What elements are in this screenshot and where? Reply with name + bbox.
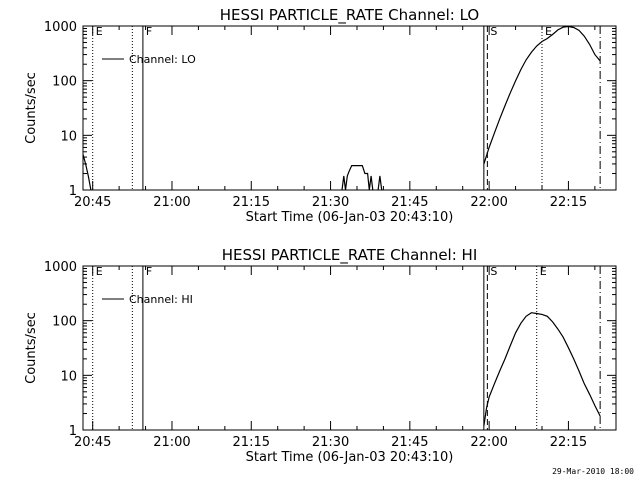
event-marker-label: E [96, 265, 103, 278]
plot-timestamp: 29-Mar-2010 18:00 [552, 467, 634, 476]
event-marker-label: F [146, 265, 152, 278]
x-tick-label: 20:45 [74, 195, 111, 210]
series-line [83, 154, 92, 190]
x-tick-label: 22:15 [550, 195, 587, 210]
y-tick-label: 10 [60, 129, 77, 144]
event-marker-label: E [96, 25, 103, 38]
event-marker-label: E [540, 265, 547, 278]
x-tick-label: 21:00 [153, 195, 190, 210]
x-tick-label: 21:45 [391, 195, 428, 210]
y-tick-label: 100 [52, 75, 77, 90]
x-tick-label: 21:15 [233, 435, 270, 450]
chart-title: HESSI PARTICLE_RATE Channel: LO [220, 6, 479, 25]
x-tick-label: 21:30 [312, 435, 349, 450]
y-axis-label: Counts/sec [24, 72, 39, 144]
x-axis-label: Start Time (06-Jan-03 20:43:10) [246, 210, 454, 225]
chart-title: HESSI PARTICLE_RATE Channel: HI [222, 246, 478, 265]
x-tick-label: 20:45 [74, 435, 111, 450]
event-marker-label: S [490, 265, 497, 278]
series-line [483, 26, 601, 165]
legend-entry: Channel: LO [129, 53, 196, 66]
y-tick-label: 1000 [44, 20, 77, 35]
x-tick-label: 22:15 [550, 435, 587, 450]
plot-frame [82, 265, 617, 431]
series-line [341, 165, 374, 190]
y-tick-label: 1000 [44, 260, 77, 275]
x-tick-label: 21:15 [233, 195, 270, 210]
y-tick-label: 1 [69, 184, 77, 199]
x-tick-label: 22:00 [470, 195, 507, 210]
y-axis-label: Counts/sec [24, 312, 39, 384]
event-marker-label: F [146, 25, 152, 38]
event-marker-label: S [490, 25, 497, 38]
x-axis-label: Start Time (06-Jan-03 20:43:10) [246, 450, 454, 465]
series-line [483, 312, 601, 426]
series-line [377, 175, 383, 190]
legend-entry: Channel: HI [129, 293, 193, 306]
y-tick-label: 10 [60, 369, 77, 384]
y-tick-label: 1 [69, 424, 77, 439]
x-tick-label: 21:45 [391, 435, 428, 450]
x-tick-label: 21:00 [153, 435, 190, 450]
y-tick-label: 100 [52, 315, 77, 330]
plot-frame [82, 25, 617, 191]
x-tick-label: 21:30 [312, 195, 349, 210]
x-tick-label: 22:00 [470, 435, 507, 450]
event-marker-label: E [545, 25, 552, 38]
